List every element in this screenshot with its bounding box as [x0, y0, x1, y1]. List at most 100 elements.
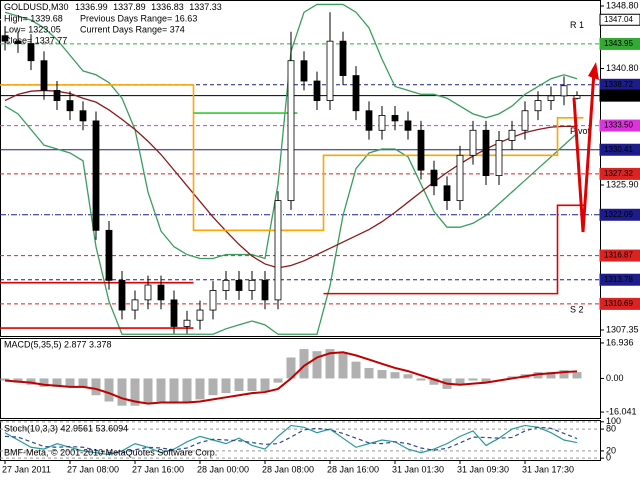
macd-bar: [247, 378, 257, 392]
info: High= 1339.68: [4, 13, 63, 23]
level-label: 1327.32: [604, 169, 633, 178]
macd-bar: [260, 378, 270, 392]
macd-bar: [377, 370, 387, 379]
x-tick-label: 28 Jan 08:00: [262, 464, 314, 474]
macd-signal: [4, 351, 578, 405]
candle-body: [248, 279, 256, 291]
macd-bar: [559, 370, 569, 379]
candle-body: [560, 85, 568, 97]
y-tick-label: -16.041: [606, 406, 637, 416]
y-tick-label: 80: [606, 423, 616, 433]
candle-body: [66, 100, 74, 112]
macd-bar: [208, 378, 218, 396]
macd-bar: [429, 378, 439, 385]
level-box: [599, 273, 640, 286]
candle-body: [521, 110, 529, 131]
candle-body: [209, 290, 217, 311]
candle-body: [274, 200, 282, 301]
indicator-line: [4, 105, 578, 335]
macd-bar: [39, 378, 49, 387]
stoch-title: Stoch(10,3,3) 42.9561 53.6094: [4, 423, 128, 433]
candle-body: [443, 185, 451, 202]
candle-body: [105, 229, 113, 281]
level-label: 1322.09: [604, 210, 633, 219]
candle-body: [430, 169, 438, 187]
macd-bar: [0, 378, 10, 381]
candle-body: [417, 129, 425, 171]
level-box: [599, 167, 640, 180]
symbol-line: GOLDUSD,M30 1336.99 1337.89 1336.83 1337…: [4, 2, 222, 12]
macd-bar: [572, 372, 582, 379]
symbol: GOLDUSD,M30: [4, 2, 69, 12]
y-tick-label: 1307.35: [606, 324, 639, 334]
stoch-line: [4, 426, 578, 454]
candle-body: [287, 60, 295, 202]
candle-body: [300, 60, 308, 82]
macd-bar: [156, 378, 166, 402]
macd-bar: [91, 378, 101, 396]
level-box: [599, 249, 640, 262]
candle-body: [391, 115, 399, 122]
low: 1336.83: [151, 2, 184, 12]
macd-bar: [481, 378, 491, 383]
level-label: 1333.50: [604, 121, 633, 130]
candle-body: [131, 299, 139, 311]
level-label: 1330.41: [604, 145, 633, 154]
candle-body: [27, 43, 35, 62]
x-tick-label: 28 Jan 00:00: [197, 464, 249, 474]
candle-body: [53, 90, 61, 101]
level-label: 1310.69: [604, 299, 633, 308]
level-label: 1338.72: [604, 80, 633, 89]
candle-body: [365, 110, 373, 131]
y-tick-label: 0: [606, 453, 611, 463]
macd-bar: [338, 353, 348, 379]
candle-body: [508, 129, 516, 141]
candle-body: [456, 154, 464, 202]
macd-bar: [325, 349, 335, 379]
x-tick-label: 27 Jan 16:00: [132, 464, 184, 474]
candle-body: [547, 95, 555, 101]
macd-bar: [533, 372, 543, 379]
macd-bar: [104, 378, 114, 402]
x-tick-label: 31 Jan 01:30: [392, 464, 444, 474]
info: Low= 1323.05: [4, 24, 61, 34]
macd-bar: [507, 376, 517, 379]
macd-bar: [299, 349, 309, 379]
macd-bar: [468, 378, 478, 381]
y-tick-label: 100: [606, 416, 621, 426]
macd-bar: [143, 378, 153, 404]
macd-bar: [416, 378, 426, 381]
candle-body: [144, 284, 152, 301]
macd-bar: [286, 357, 296, 379]
y-tick-label: 0.00: [606, 373, 624, 383]
x-tick-label: 31 Jan 09:30: [457, 464, 509, 474]
candle-body: [183, 319, 191, 327]
macd-bar: [546, 372, 556, 379]
macd-bar: [455, 378, 465, 385]
macd-bar: [273, 378, 283, 383]
candle-body: [40, 60, 48, 91]
x-tick-label: 31 Jan 17:30: [522, 464, 574, 474]
close: 1337.33: [189, 2, 222, 12]
candle-body: [222, 279, 230, 291]
macd-bar: [26, 378, 36, 385]
x-tick-label: 27 Jan 2011: [2, 464, 51, 474]
info: Previous Days Range= 16.63: [80, 13, 197, 23]
candle-body: [118, 279, 126, 311]
macd-bar: [130, 378, 140, 406]
level-box: [599, 143, 640, 156]
level-box: [599, 119, 640, 132]
candle-body: [313, 80, 321, 101]
macd-bar: [52, 378, 62, 387]
high: 1337.89: [113, 2, 146, 12]
macd-bar: [169, 378, 179, 404]
level-box: [599, 297, 640, 310]
info: Current Days Range= 374: [80, 24, 185, 34]
candle-body: [573, 95, 581, 99]
candle-body: [261, 279, 269, 301]
level-label: 1337.33: [604, 91, 633, 100]
y-tick-label: 1340.80: [606, 63, 639, 73]
level-label: 1343.95: [604, 39, 633, 48]
level-label: 1347.04: [604, 15, 633, 24]
